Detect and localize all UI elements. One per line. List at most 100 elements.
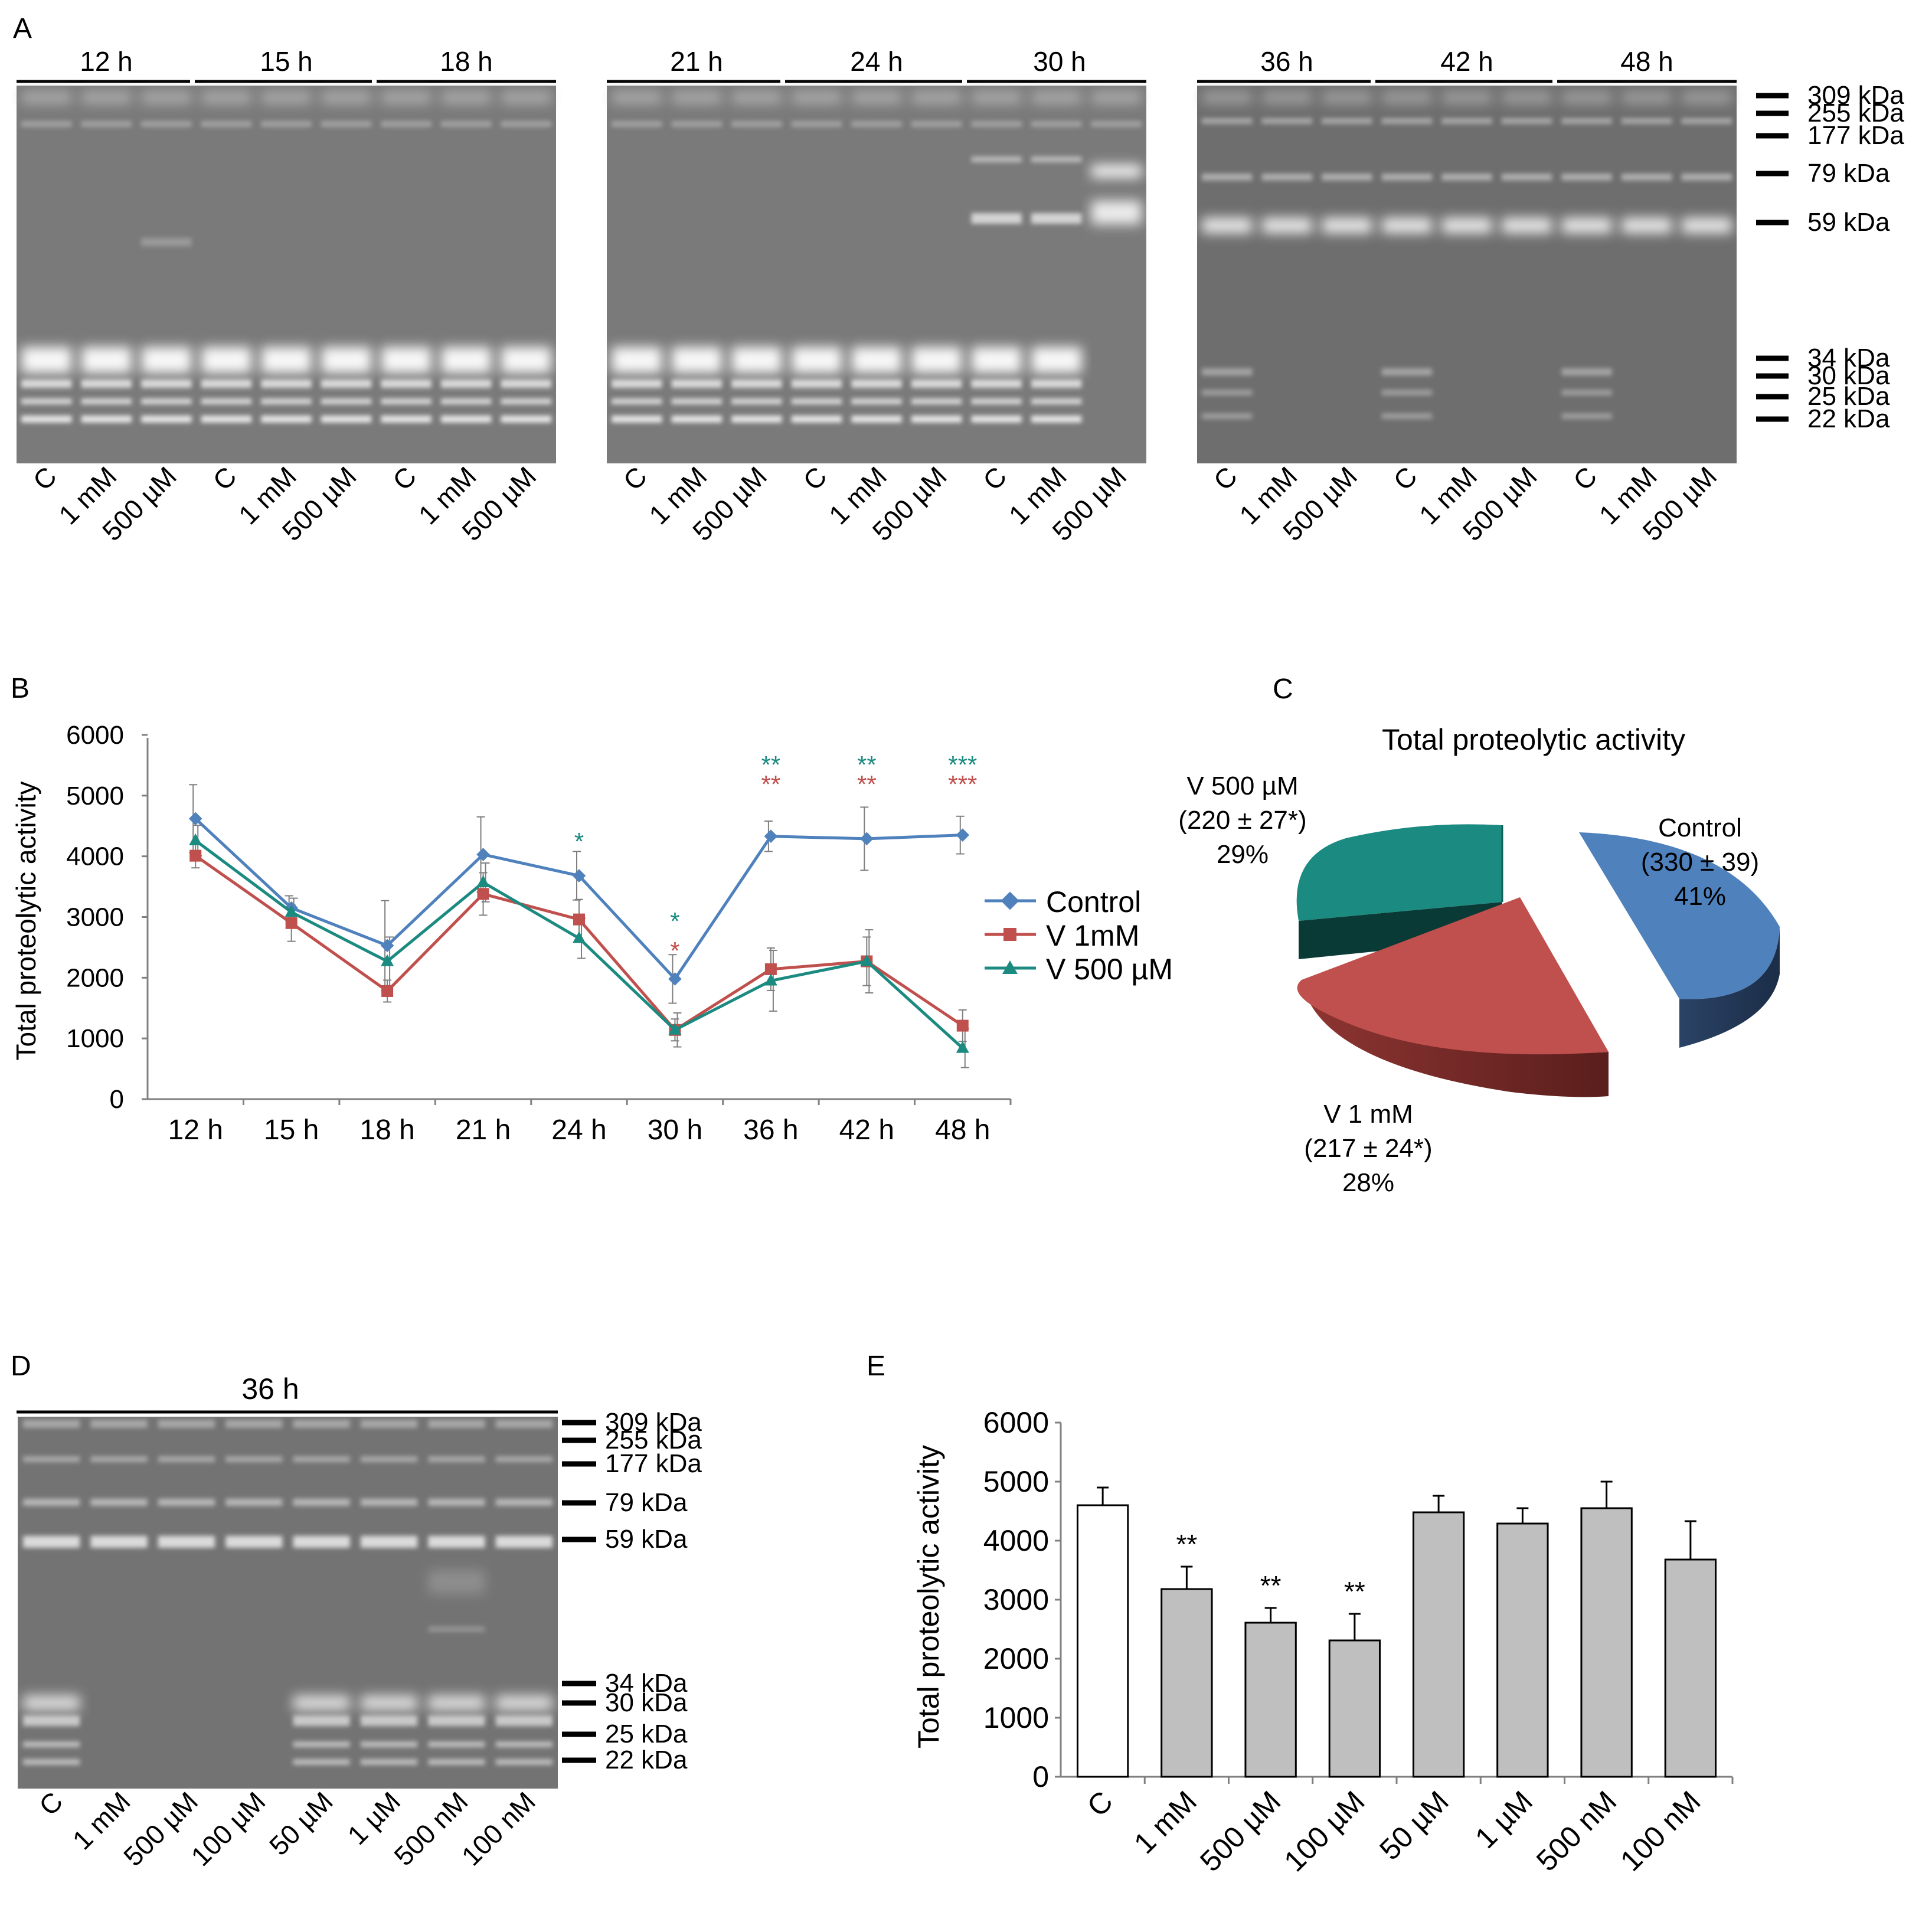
gel-band [1681,218,1732,233]
pie-title: Total proteolytic activity [1382,723,1685,756]
gel-band [441,121,492,127]
x-tick-label: 48 h [935,1114,990,1146]
y-tick-label: 2000 [66,963,124,992]
gel-band [911,121,962,127]
bar [1412,1511,1465,1778]
gel-band [1381,91,1433,104]
gel-image [1197,86,1737,463]
gel-band [428,1570,485,1594]
gel-band [1441,91,1492,104]
gel-band [1561,174,1612,181]
gel-band [1501,174,1552,181]
pie-slice-v500 [1296,824,1503,959]
marker-label: 309 kDa [605,1408,702,1437]
gel-band [911,380,962,388]
pie-chart-c: Total proteolytic activity Control (330 … [1178,723,1780,1197]
gel-d-lane-label: 50 µM [263,1786,339,1861]
legend-label-control: Control [1046,885,1141,918]
bar [1496,1522,1549,1778]
gel-band [321,380,372,388]
gel-band [141,416,192,423]
bar [1328,1639,1381,1778]
gel-band [81,121,132,127]
y-tick-label: 0 [110,1085,124,1114]
gel-band [81,398,132,404]
gel-lane-label: C [27,460,63,496]
x-tick-label: 50 µM [1373,1784,1455,1866]
gel-band [495,1715,553,1726]
marker-label: 30 kDa [1807,361,1890,390]
x-tick-label: 24 h [551,1114,606,1146]
data-point-v1mm [285,917,298,929]
gel-band [321,91,372,104]
gel-band [293,1536,350,1548]
gel-band [501,121,551,127]
gel-band [428,1715,485,1726]
marker-label: 22 kDa [605,1745,688,1774]
gel-band [791,398,842,404]
gel-lane-label: C [617,460,653,496]
gel-band [671,347,722,373]
gel-band [1381,118,1433,124]
gel-band [1091,91,1142,104]
gel-band [441,398,492,404]
gel-band [1381,174,1433,181]
data-point-v500 [285,905,298,917]
data-point-v500 [573,931,586,943]
data-point-v500 [668,1022,682,1035]
gel-band [381,91,431,104]
gel-lane-label: C [977,460,1012,496]
gel-band [21,347,72,373]
gel-band [971,416,1022,423]
gel-band [731,416,782,423]
x-tick-label: 500 nM [1530,1784,1623,1878]
gel-group-2: 21 h 24 h 30 h [607,46,1146,463]
gel-band [225,1499,283,1506]
gel-band [971,156,1022,162]
gel-band [158,1456,215,1462]
gel-band [293,1741,350,1747]
gel-band [851,347,902,373]
gel-band [671,121,722,127]
gel-band [441,416,492,423]
gel-band [141,91,192,104]
legend-label-v1mm: V 1mM [1046,919,1139,952]
gel-band [225,1420,283,1428]
panel-label-c: C [1273,674,1293,705]
gel-band [441,347,492,373]
gel-band [911,416,962,423]
gel-band [293,1499,350,1506]
line-chart-b: Total proteolytic activity 0 1000 2000 3000… [11,721,1173,1146]
gel-band [1681,174,1732,181]
y-axis-label: Total proteolytic activity [11,782,41,1061]
gel-band [1031,156,1082,162]
gel-band [1322,218,1372,233]
gel-band [731,91,782,104]
gel-band [428,1741,485,1747]
gel-band [851,91,902,104]
x-tick-label: 42 h [839,1114,894,1146]
gel-band [381,121,431,127]
gel-band [1561,118,1612,124]
gel-band [261,91,312,104]
gel-band [441,380,492,388]
data-point-control [380,939,394,953]
gel-band [1031,121,1082,127]
gel-band [1501,118,1552,124]
significance-teal: *** [948,751,977,779]
marker-label: 79 kDa [1807,159,1890,188]
gel-band [428,1499,485,1506]
gel-band [361,1456,418,1462]
gel-band [1622,91,1672,104]
gel-band [201,91,252,104]
gel-band [851,416,902,423]
gel-band [428,1456,485,1462]
marker-label: 177 kDa [1807,121,1904,150]
gel-band [1381,368,1433,375]
gel-band [495,1456,553,1462]
significance-teal: ** [857,751,877,779]
significance: ** [1344,1576,1365,1607]
gel-band [851,398,902,404]
gel-band [261,347,312,373]
gel-band [21,380,72,388]
